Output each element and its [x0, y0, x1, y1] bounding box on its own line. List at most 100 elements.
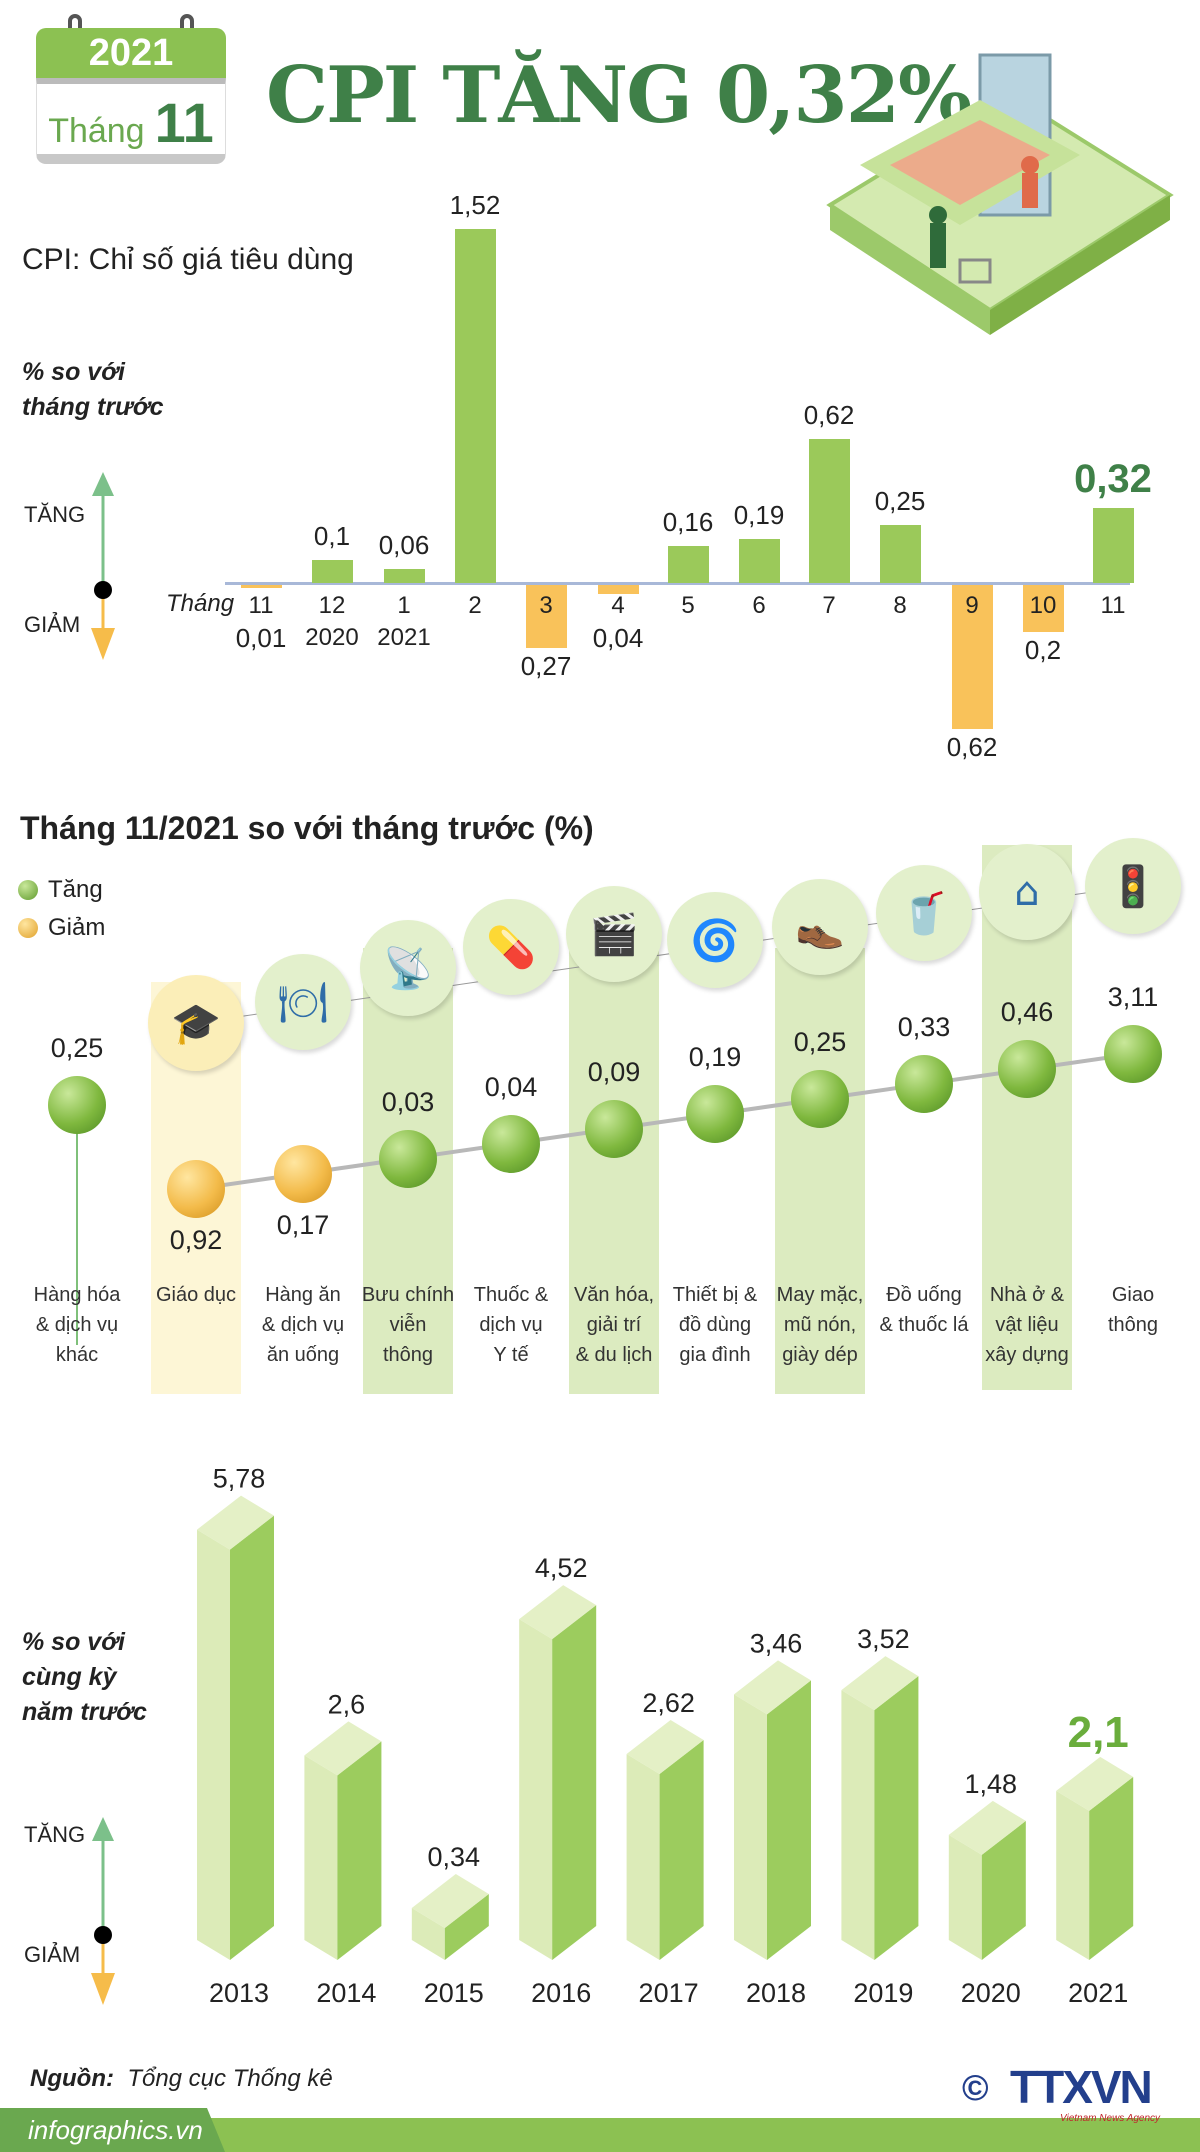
data-point	[379, 1130, 437, 1188]
month-label: 4	[611, 592, 625, 619]
axis-note-line-1: % so với	[22, 358, 125, 386]
bar-front	[1089, 1776, 1134, 1960]
bar	[1022, 585, 1064, 632]
value-label: 0,01	[235, 623, 287, 653]
yearly-cpi-chart: 5,78 2013 2,6 2014 0,34 2015 4,52 2016 2,62 2017 3…	[197, 1464, 1134, 2008]
value-label: 1,52	[449, 189, 501, 220]
washing-machine-icon-glyph: 🌀	[690, 917, 740, 964]
data-point	[1104, 1025, 1162, 1083]
cpi-definition: CPI: Chỉ số giá tiêu dùng	[22, 243, 354, 276]
bar	[454, 228, 496, 583]
highlight-column	[775, 948, 865, 1394]
legend-increase-label: Tăng	[48, 876, 103, 903]
year-label: 2014	[316, 1978, 376, 2008]
ttxvn-logo: TTXVN	[1010, 2061, 1153, 2113]
bar	[667, 545, 709, 583]
month-label: 12	[318, 592, 346, 619]
bar-front	[874, 1676, 919, 1960]
bar	[311, 559, 353, 583]
year-label: 2020	[961, 1978, 1021, 2008]
pills-icon: 💊	[463, 899, 559, 995]
drink-cigarette-icon-glyph: 🥤	[899, 890, 949, 937]
bar-top	[948, 1800, 1026, 1855]
value-label: 0,04	[592, 623, 644, 653]
month-label: 10	[1029, 592, 1057, 619]
value-label: 0,33	[897, 1012, 951, 1042]
bar	[240, 585, 282, 588]
graduation-cap-icon: 🎓	[148, 975, 244, 1071]
bar-top	[626, 1719, 704, 1774]
copyright-icon: ©	[962, 2067, 989, 2108]
bar-top	[411, 1874, 489, 1928]
category-label: Giáo dục	[155, 1284, 237, 1306]
month-label: 6	[752, 592, 766, 619]
month-label: 7	[822, 592, 836, 619]
value-label: 3,11	[1107, 982, 1159, 1012]
clapperboard-icon-glyph: 🎬	[589, 911, 639, 958]
increase-label: TĂNG	[24, 502, 86, 527]
value-label: 0,34	[428, 1842, 481, 1872]
year-sublabel: 2020	[305, 624, 359, 651]
value-label: 2,62	[642, 1688, 695, 1718]
antenna-tower-icon: 📡	[360, 920, 456, 1016]
value-label: 0,03	[381, 1087, 435, 1117]
bar-side	[197, 1529, 230, 1960]
calendar-month: 11	[154, 91, 214, 154]
value-label: 3,52	[857, 1624, 910, 1654]
bar-front	[230, 1515, 274, 1960]
bar	[597, 585, 639, 595]
bar-top	[197, 1495, 274, 1550]
direction-arrow-icon	[91, 1817, 115, 2005]
value-label: 0,19	[688, 1042, 742, 1072]
direction-arrow-icon	[91, 472, 115, 660]
data-point	[585, 1100, 643, 1158]
food-plate-icon: 🍽	[255, 954, 351, 1050]
axis-note-line-2: tháng trước	[22, 393, 164, 421]
category-label: Đồ uống & thuốc lá	[879, 1284, 969, 1336]
data-point	[686, 1085, 744, 1143]
year-label: 2021	[1068, 1978, 1128, 2008]
bar	[525, 585, 567, 648]
site-link[interactable]: infographics.vn	[0, 2108, 225, 2152]
value-label: 2,1	[1068, 1708, 1129, 1757]
value-label: 4,52	[535, 1553, 588, 1583]
value-label: 2,6	[328, 1689, 366, 1719]
value-label: 0,92	[169, 1225, 223, 1255]
year-sublabel: 2021	[377, 624, 431, 651]
year-label: 2018	[746, 1978, 806, 2008]
bar-front	[981, 1820, 1026, 1960]
bar	[808, 438, 850, 583]
page-title: CPI TĂNG 0,32%	[266, 50, 972, 141]
bar-side	[948, 1834, 982, 1960]
connector-lines	[76, 885, 1134, 1345]
calendar-year: 2021	[36, 28, 226, 78]
value-label: 5,78	[213, 1464, 266, 1494]
value-label: 0,1	[313, 520, 351, 551]
year-label: 2013	[209, 1978, 269, 2008]
value-label: 0,17	[276, 1210, 330, 1240]
axis-note-yearly-1: % so với	[22, 1628, 125, 1656]
bar-front	[659, 1739, 704, 1960]
bar	[951, 585, 993, 730]
traffic-light-icon-glyph: 🚦	[1108, 863, 1158, 910]
bar	[383, 569, 425, 583]
bar-side	[411, 1908, 445, 1960]
bar	[738, 538, 780, 583]
decrease-label: GIẢM	[24, 612, 81, 637]
value-label: 0,2	[1024, 634, 1062, 665]
month-axis-prefix: Tháng	[166, 590, 235, 617]
bar-side	[734, 1694, 767, 1960]
clothes-shoes-icon-glyph: 👞	[795, 904, 845, 951]
bar-top	[841, 1656, 919, 1711]
bar	[1092, 508, 1134, 583]
traffic-light-icon: 🚦	[1085, 838, 1181, 934]
graduation-cap-icon-glyph: 🎓	[171, 1000, 221, 1047]
clothes-shoes-icon: 👞	[772, 879, 868, 975]
source-value: Tổng cục Thống kê	[127, 2065, 333, 2092]
category-label: May mặc, mũ nón, giày dép	[776, 1284, 864, 1366]
bar-side	[1056, 1790, 1090, 1960]
chart-baseline	[225, 582, 1130, 585]
source: Nguồn: Tổng cục Thống kê	[30, 2065, 333, 2093]
bar-side	[841, 1690, 875, 1960]
bar-front	[767, 1680, 811, 1960]
